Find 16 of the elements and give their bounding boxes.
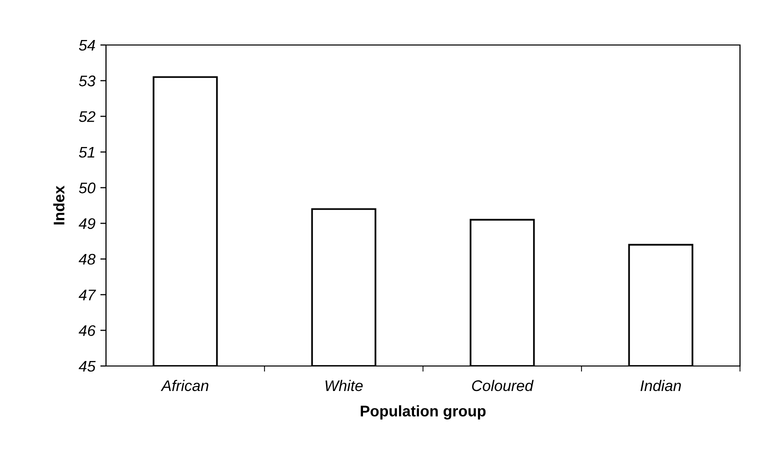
x-axis-title: Population group — [360, 405, 486, 420]
y-tick-label: 54 — [78, 40, 96, 51]
y-tick-label: 52 — [78, 111, 96, 122]
y-tick-label: 53 — [78, 76, 96, 86]
y-axis-title: Index — [53, 186, 64, 224]
y-tick-label: 48 — [78, 254, 96, 265]
x-tick-label: White — [326, 380, 363, 392]
y-tick-label: 50 — [78, 182, 96, 194]
x-tick-label: Coloured — [472, 380, 534, 392]
x-tick-label: African — [160, 380, 208, 392]
y-tick-label: 51 — [78, 147, 94, 158]
x-tick-label: Indian — [640, 380, 681, 392]
y-tick-label: 47 — [78, 290, 96, 300]
y-tick-label: 49 — [78, 218, 96, 230]
y-tick-label: 45 — [78, 361, 96, 372]
y-tick-label: 46 — [78, 325, 96, 336]
